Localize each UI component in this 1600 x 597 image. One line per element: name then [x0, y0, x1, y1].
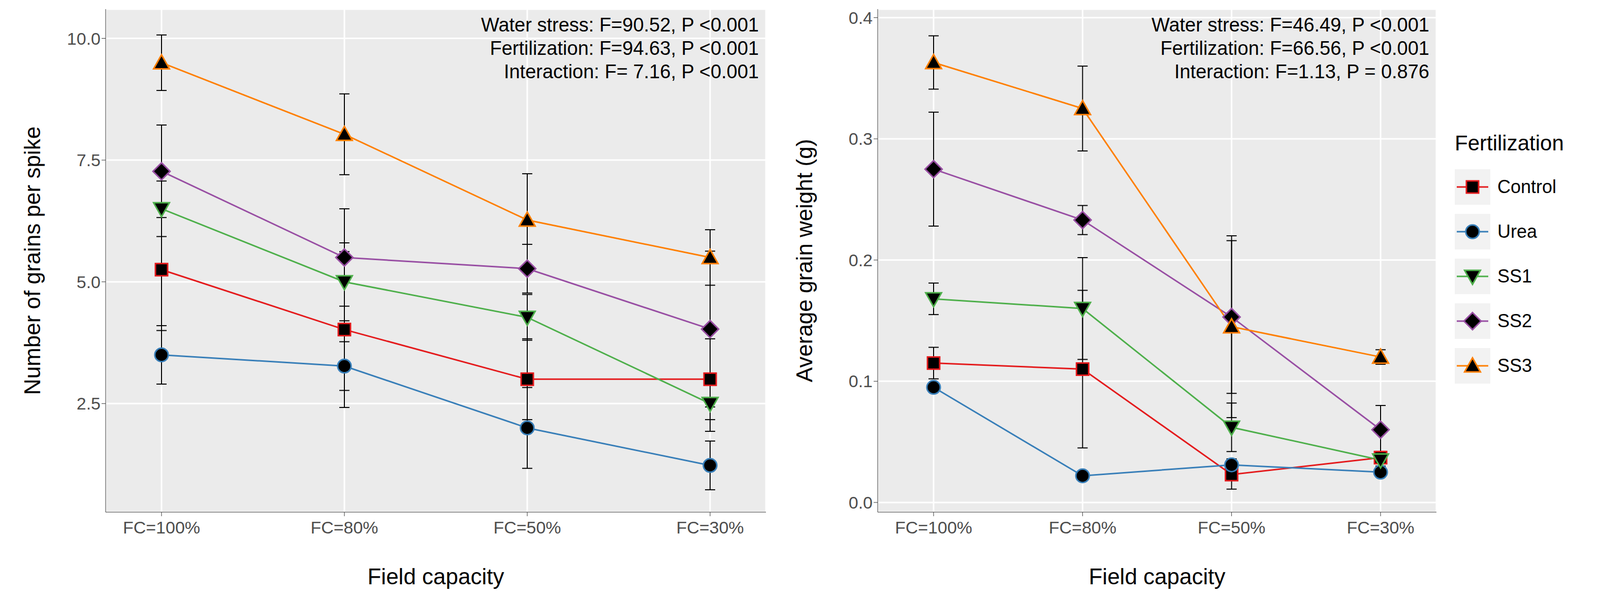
svg-text:Field capacity: Field capacity	[1088, 563, 1226, 589]
svg-text:10.0: 10.0	[67, 28, 101, 49]
html-text:SS1: SS1	[1497, 265, 1532, 287]
html-text:SS3: SS3	[1497, 355, 1532, 376]
html-text:SS2: SS2	[1497, 310, 1532, 332]
svg-text:FC=100%: FC=100%	[122, 517, 201, 537]
svg-text:FC=80%: FC=80%	[310, 517, 378, 537]
svg-text:0.0: 0.0	[848, 492, 873, 512]
svg-text:FC=80%: FC=80%	[1048, 517, 1117, 537]
svg-text:FC=50%: FC=50%	[1197, 517, 1266, 537]
html-text:Control: Control	[1497, 176, 1557, 198]
svg-text:FC=30%: FC=30%	[1346, 517, 1415, 537]
svg-text:Field capacity: Field capacity	[367, 563, 504, 589]
svg-text:0.3: 0.3	[848, 129, 873, 149]
html-text:Interaction: F= 7.16, P <0.001: Interaction: F= 7.16, P <0.001	[503, 60, 759, 83]
html-text:Fertilization: F=66.56, P <0.0: Fertilization: F=66.56, P <0.001	[1160, 37, 1430, 59]
svg-text:FC=100%: FC=100%	[894, 517, 973, 537]
html-text:Fertilization: F=94.63, P <0.0: Fertilization: F=94.63, P <0.001	[489, 37, 759, 59]
svg-text:7.5: 7.5	[76, 150, 101, 170]
html-text:Water stress: F=90.52, P <0.00: Water stress: F=90.52, P <0.001	[480, 14, 759, 36]
html-text:Interaction: F=1.13, P = 0.876: Interaction: F=1.13, P = 0.876	[1174, 60, 1430, 83]
html-text:Water stress: F=46.49, P <0.00: Water stress: F=46.49, P <0.001	[1151, 14, 1430, 36]
svg-text:FC=30%: FC=30%	[676, 517, 744, 537]
svg-text:Number of grains per spike: Number of grains per spike	[19, 126, 45, 395]
html-text:Urea: Urea	[1497, 220, 1538, 242]
html-text:Fertilization: Fertilization	[1454, 131, 1564, 155]
svg-text:0.4: 0.4	[848, 8, 873, 28]
svg-text:2.5: 2.5	[76, 393, 101, 413]
svg-text:0.1: 0.1	[848, 371, 873, 391]
svg-text:5.0: 5.0	[76, 272, 101, 292]
svg-text:FC=50%: FC=50%	[493, 517, 561, 537]
svg-text:0.2: 0.2	[848, 250, 873, 270]
svg-text:Average grain weight (g): Average grain weight (g)	[791, 139, 817, 383]
